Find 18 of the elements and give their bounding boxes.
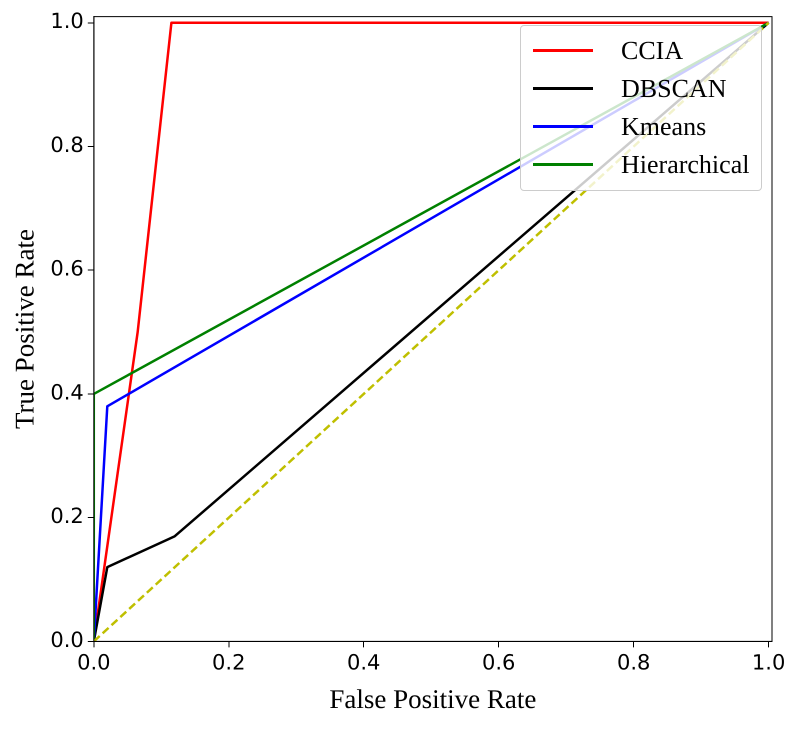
x-tick-label: 0.0	[77, 650, 110, 674]
x-axis-title: False Positive Rate	[329, 684, 536, 714]
y-axis-title: True Positive Rate	[9, 228, 40, 430]
y-tick-label: 0.2	[50, 504, 84, 528]
legend-label: CCIA	[621, 36, 684, 66]
legend-label: Hierarchical	[621, 150, 750, 180]
x-tick-label: 1.0	[752, 650, 786, 674]
x-tick-label: 0.4	[347, 650, 380, 674]
x-tick-label: 0.6	[482, 650, 516, 674]
y-tick-label: 0.8	[50, 132, 84, 157]
x-tick-label: 0.8	[616, 650, 650, 674]
x-tick-label: 0.2	[212, 650, 246, 674]
y-tick-label: 0.0	[50, 628, 84, 652]
legend-label: Kmeans	[621, 112, 706, 142]
y-tick-label: 1.0	[50, 9, 84, 34]
y-tick-label: 0.6	[50, 256, 84, 281]
legend-label: DBSCAN	[621, 74, 726, 104]
y-tick-label: 0.4	[50, 380, 84, 404]
